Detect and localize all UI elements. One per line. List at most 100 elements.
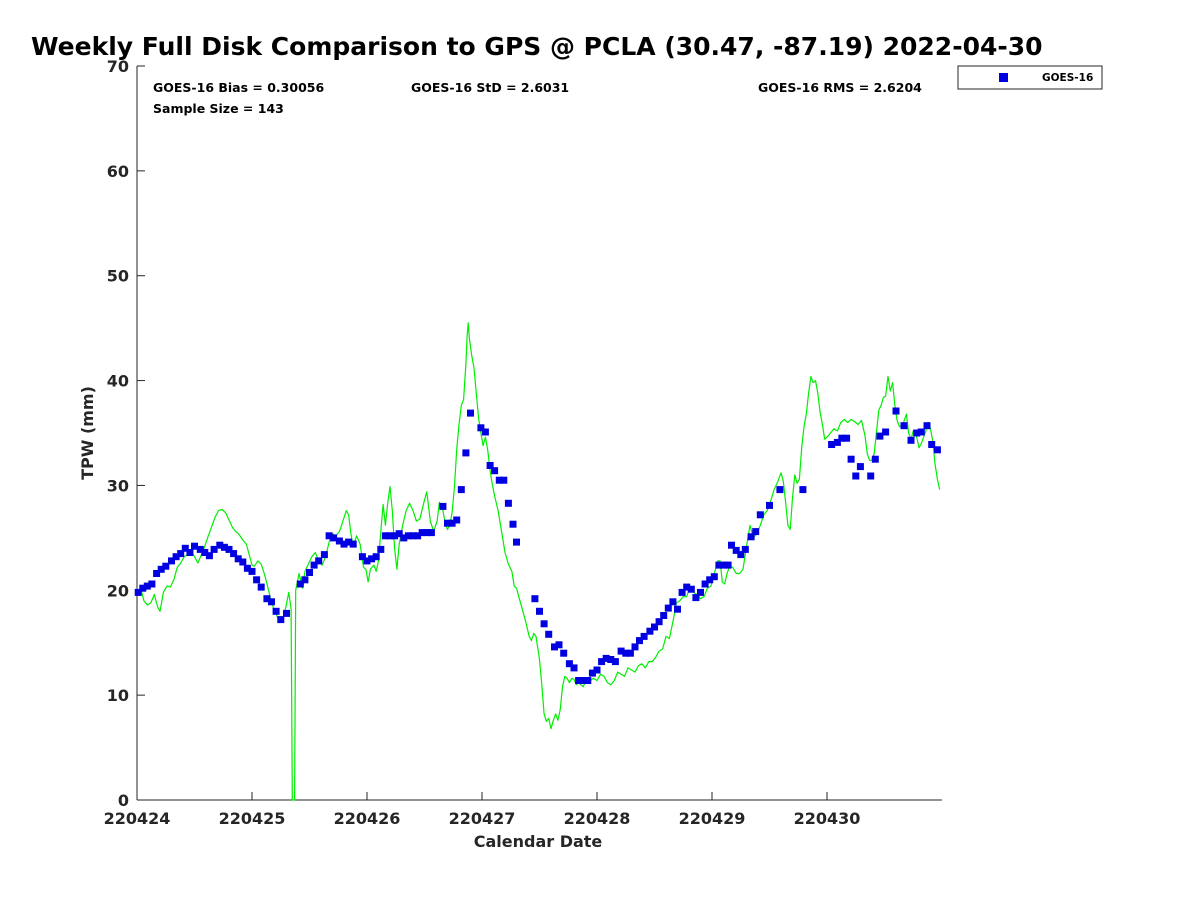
- y-tick-label: 30: [107, 476, 129, 495]
- data-point: [692, 594, 700, 602]
- data-point: [584, 677, 592, 684]
- data-point: [882, 428, 890, 436]
- data-point: [622, 649, 630, 657]
- data-point: [296, 580, 304, 588]
- data-point: [427, 529, 435, 537]
- data-point: [444, 519, 451, 527]
- data-point: [186, 549, 194, 556]
- data-point: [856, 463, 864, 471]
- legend-label: GOES-16: [1042, 72, 1093, 84]
- data-point: [892, 407, 900, 415]
- data-point: [418, 529, 426, 537]
- data-point: [210, 545, 218, 553]
- data-point: [598, 658, 606, 666]
- data-point: [400, 534, 408, 542]
- data-point: [664, 604, 672, 612]
- legend-marker: [999, 73, 1008, 82]
- data-point: [349, 540, 357, 548]
- data-point: [640, 632, 648, 640]
- data-point: [272, 607, 280, 615]
- data-point: [776, 486, 784, 494]
- data-point: [593, 666, 601, 674]
- data-point: [358, 553, 366, 561]
- data-point: [504, 499, 512, 507]
- data-point: [843, 434, 851, 442]
- data-point: [933, 446, 941, 454]
- data-point: [752, 528, 760, 536]
- gps-reference-line: [136, 322, 941, 801]
- data-point: [626, 649, 634, 657]
- data-point: [607, 656, 615, 663]
- data-point: [871, 455, 879, 463]
- data-point: [701, 580, 709, 588]
- data-point: [579, 677, 587, 684]
- data-point: [381, 532, 389, 540]
- data-point: [386, 532, 394, 540]
- gps-line: [136, 322, 941, 801]
- legend: GOES-16: [957, 65, 1103, 90]
- data-point: [536, 607, 543, 615]
- x-tick-label: 220424: [104, 809, 171, 828]
- data-point: [551, 643, 558, 651]
- data-point: [481, 428, 489, 436]
- data-point: [177, 550, 185, 558]
- data-point: [409, 532, 417, 540]
- data-point: [457, 486, 465, 494]
- data-point: [301, 576, 309, 584]
- data-point: [732, 546, 740, 554]
- data-point: [325, 532, 333, 540]
- data-point: [660, 612, 668, 619]
- data-point: [148, 580, 156, 588]
- data-point: [225, 545, 233, 553]
- data-point: [766, 501, 773, 509]
- data-point: [153, 570, 161, 577]
- data-point: [467, 409, 474, 417]
- data-point: [143, 582, 151, 590]
- data-point: [655, 618, 663, 626]
- std-stat: GOES-16 StD = 2.6031: [411, 80, 569, 95]
- y-axis-label: TPW (mm): [78, 386, 97, 480]
- data-point: [710, 573, 718, 581]
- y-tick-label: 50: [107, 267, 129, 286]
- x-tick-label: 220428: [564, 809, 631, 828]
- data-point: [560, 649, 568, 657]
- data-point: [555, 641, 563, 649]
- data-point: [181, 544, 189, 552]
- data-point: [509, 520, 517, 528]
- data-point: [720, 561, 727, 569]
- y-tick-label: 70: [107, 57, 129, 76]
- data-point: [263, 595, 271, 603]
- data-point: [495, 476, 503, 484]
- data-point: [172, 553, 180, 561]
- data-point: [168, 557, 175, 565]
- data-point: [838, 434, 846, 442]
- data-point: [414, 532, 422, 540]
- data-point: [852, 472, 860, 480]
- data-point: [631, 643, 639, 651]
- data-point: [486, 462, 494, 469]
- rms-stat: GOES-16 RMS = 2.6204: [758, 80, 922, 95]
- data-point: [368, 555, 376, 563]
- y-tick-label: 20: [107, 581, 129, 600]
- data-point: [234, 555, 242, 563]
- data-point: [923, 422, 931, 430]
- data-point: [741, 545, 749, 553]
- data-point: [462, 449, 470, 457]
- data-point: [243, 564, 251, 572]
- data-point: [230, 550, 238, 558]
- data-point: [611, 658, 619, 666]
- data-point: [651, 623, 658, 631]
- chart-title: Weekly Full Disk Comparison to GPS @ PCL…: [31, 32, 1043, 61]
- data-point: [847, 455, 855, 463]
- data-point: [253, 576, 261, 584]
- data-point: [139, 584, 147, 592]
- data-point: [756, 511, 764, 519]
- bias-stat: GOES-16 Bias = 0.30056: [153, 80, 324, 95]
- data-point: [268, 598, 275, 606]
- data-point: [306, 569, 313, 576]
- data-point: [491, 467, 499, 475]
- x-tick-label: 220430: [794, 809, 861, 828]
- data-point: [737, 551, 745, 559]
- data-point: [531, 595, 539, 603]
